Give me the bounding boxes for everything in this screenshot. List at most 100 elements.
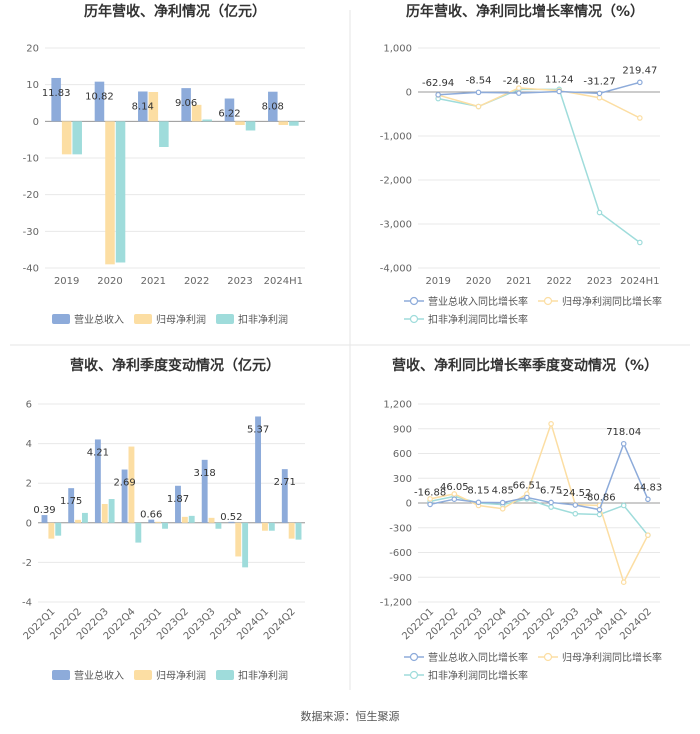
legend-label: 归母净利润同比增长率 [562,651,662,664]
data-label: 1.87 [167,494,189,505]
point-revenue [548,499,554,506]
bar-deductedProfit [268,522,275,531]
point-netProfit [620,579,627,586]
bar-revenue [255,416,262,523]
data-label: 46.05 [440,482,469,493]
x-tick-label: 2021 [141,276,166,287]
y-tick-label: -4 [22,598,32,609]
legend-marker [409,670,419,680]
point-revenue [572,502,579,508]
annual-amounts-chart: 历年营收、净利情况（亿元） 20 10 0 -10 -20 -30 -40 2019 2020 20… [23,3,305,326]
bar-netProfit [155,521,162,523]
bar-deductedProfit [135,522,142,543]
y-tick-label: 1,200 [383,400,412,411]
x-tick-label: 2022 [184,276,209,287]
y-tick-label: 0 [33,117,39,128]
y-tick-label: -1,200 [380,598,412,609]
bar-netProfit [262,522,268,531]
data-label: 8.15 [467,485,489,496]
data-label: 11.83 [42,88,71,99]
point-deductedProfit [548,504,554,510]
bar-revenue [228,521,235,523]
y-tick-label: 0 [406,88,412,99]
bar-revenue [201,459,208,523]
data-label: -24.52 [559,488,591,499]
y-tick-label: 10 [26,80,39,91]
point-revenue [596,506,603,513]
legend-label: 营业总收入同比增长率 [428,651,528,664]
bar-deductedProfit [72,121,82,155]
quarterly-amounts-chart: 营收、净利季度变动情况（亿元）6420-2-42022Q12022Q22022Q… [22,357,305,682]
y-tick-label: -3,000 [380,220,412,231]
y-tick-label: -20 [23,190,39,201]
bar-deductedProfit [242,522,249,568]
bar-deductedProfit [188,515,195,523]
bar-deductedProfit [159,121,169,147]
data-label: -31.27 [583,76,615,87]
x-tick-label: 2024H1 [264,276,303,287]
y-tick-label: -900 [389,573,412,584]
point-revenue [427,501,433,508]
bar-netProfit [208,517,215,523]
data-label: 0.39 [33,505,55,516]
bar-netProfit [235,121,245,125]
legend-marker [409,296,419,306]
legend-marker [409,314,419,324]
line-netProfit [429,421,649,585]
legend-label: 归母净利润 [156,669,206,682]
point-revenue [435,91,441,98]
y-tick-label: 0 [26,518,32,529]
data-label: -16.88 [414,487,446,498]
bar-revenue [94,81,105,122]
point-revenue [499,499,506,506]
bar-revenue [181,88,191,122]
bar-revenue [138,91,148,122]
point-revenue [516,90,522,96]
bar-netProfit [278,121,289,125]
data-label: 4.85 [492,486,514,497]
bar-netProfit [105,121,115,265]
y-tick-label: 4 [26,439,32,450]
x-tick-label: 2020 [97,276,122,287]
chart-title: 营收、净利季度变动情况（亿元） [70,357,280,374]
point-revenue [645,496,651,503]
y-tick-label: -2 [22,558,32,569]
data-label: 6.22 [218,109,240,120]
y-tick-label: 20 [26,44,39,55]
data-label: -80.86 [583,493,615,504]
bar-netProfit [75,519,81,523]
x-tick-label: 2024H1 [620,276,659,287]
bar-netProfit [181,516,188,523]
bar-netProfit [288,522,295,539]
point-netProfit [475,103,482,110]
point-deductedProfit [572,510,579,517]
line-netProfit [437,87,641,119]
point-revenue [620,440,627,447]
bar-deductedProfit [245,121,256,131]
data-label: 11.24 [545,75,574,86]
y-tick-label: -2,000 [380,176,412,187]
y-tick-label: 1,000 [383,44,412,55]
bar-netProfit [191,104,202,122]
bar-revenue [68,488,75,523]
annual-growth-chart: 历年营收、净利同比增长率情况（%） 1,000 0 -1,000 -2,000 -3,00… [380,3,662,326]
data-label: 0.66 [140,510,162,521]
point-revenue [637,79,643,86]
y-tick-label: 600 [393,449,412,460]
point-netProfit [427,496,433,502]
y-tick-label: -1,000 [380,132,412,143]
bar-netProfit [61,121,72,155]
data-label: 10.82 [85,92,114,103]
point-revenue [524,494,530,501]
bar-netProfit [235,522,242,557]
data-label: 2.71 [274,477,296,488]
legend-label: 归母净利润同比增长率 [562,295,662,308]
x-tick-label: 2019 [54,276,79,287]
x-tick-label: 2019 [425,276,450,287]
x-tick-label: 2022 [546,276,571,287]
data-label: 2.69 [113,478,135,489]
y-tick-label: -300 [389,523,412,534]
legend-marker [543,296,553,306]
y-tick-label: 900 [393,424,412,435]
